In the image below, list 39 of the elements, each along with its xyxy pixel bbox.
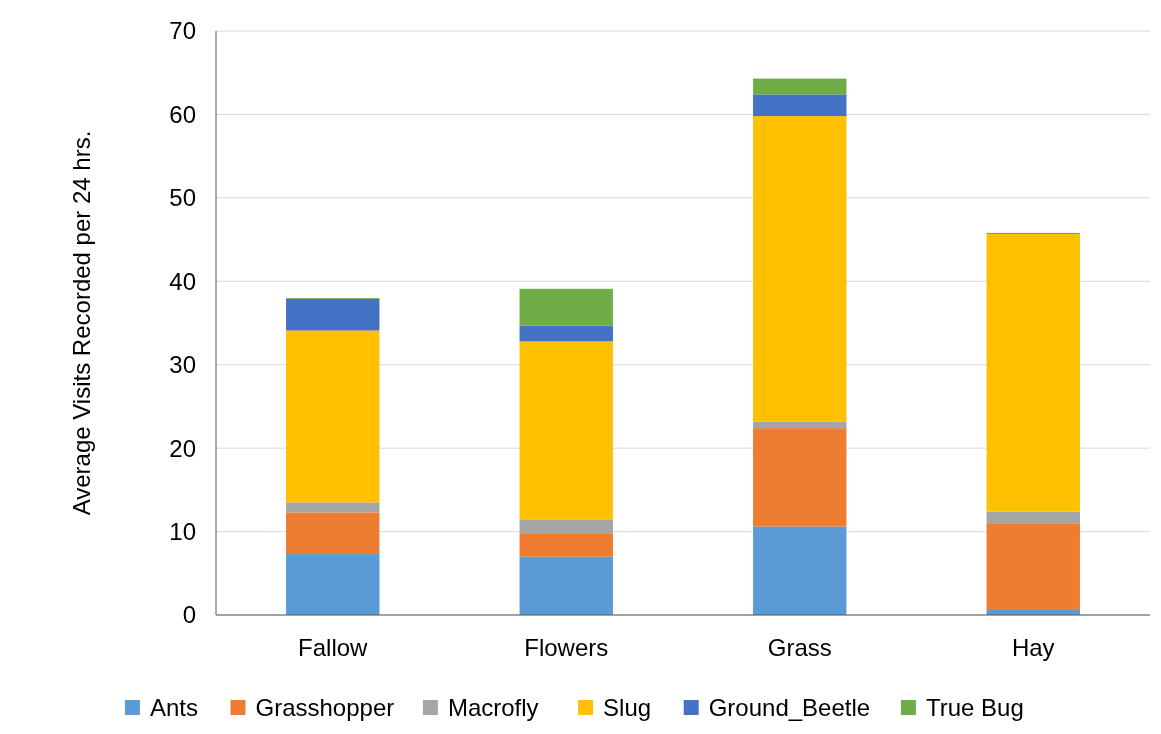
legend-label: Slug <box>603 694 652 722</box>
bar <box>519 533 613 557</box>
legend-label: True Bug <box>925 694 1024 722</box>
y-tick-label: 50 <box>169 184 196 212</box>
bar <box>286 298 380 331</box>
bar <box>753 421 847 429</box>
legend-label: Grasshopper <box>255 694 395 722</box>
bar <box>753 78 847 95</box>
y-tick-label: 40 <box>169 267 196 295</box>
y-axis-title: Average Visits Recorded per 24 hrs. <box>68 130 95 516</box>
bar <box>986 233 1080 512</box>
x-tick-label: Fallow <box>298 634 369 661</box>
y-tick-label: 0 <box>182 601 196 629</box>
bar <box>286 554 380 615</box>
bar <box>519 288 613 326</box>
bar <box>986 523 1080 610</box>
legend-label: Ants <box>149 694 198 722</box>
bar <box>753 94 847 117</box>
legend-label: Ground_Beetle <box>708 694 871 722</box>
y-tick-label: 10 <box>169 517 196 545</box>
y-tick-label: 70 <box>169 17 196 45</box>
bar <box>986 511 1080 524</box>
bar <box>286 512 380 555</box>
bar <box>753 116 847 422</box>
bar <box>753 428 847 527</box>
x-tick-label: Grass <box>767 634 832 661</box>
bar <box>519 519 613 534</box>
bar <box>753 526 847 615</box>
bar <box>286 330 380 503</box>
bar <box>519 325 613 342</box>
y-tick-label: 30 <box>169 351 196 379</box>
y-tick-label: 20 <box>169 434 196 462</box>
x-tick-label: Hay <box>1011 634 1055 661</box>
x-tick-label: Flowers <box>524 634 609 661</box>
legend-label: Macrofly <box>447 694 539 722</box>
y-tick-label: 60 <box>169 100 196 128</box>
bar <box>286 502 380 513</box>
bar <box>519 556 613 615</box>
bar <box>519 341 613 520</box>
